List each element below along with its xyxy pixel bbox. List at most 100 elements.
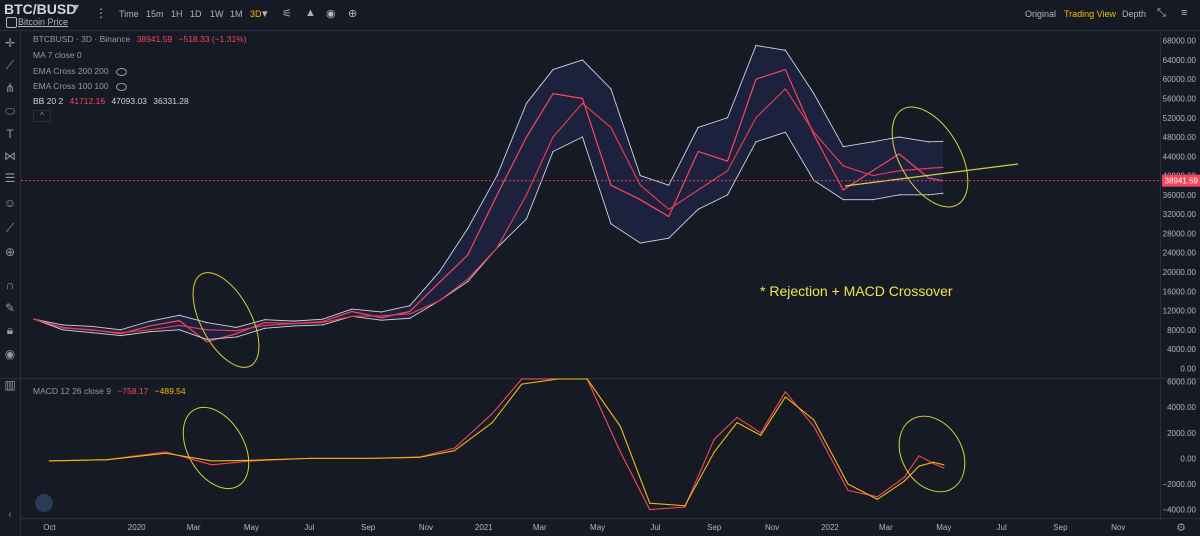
indicator-settings-icon[interactable]: ⚟ bbox=[282, 8, 292, 20]
legend-price: 38941.59 bbox=[136, 34, 173, 44]
time-axis-tick-label: Sep bbox=[707, 523, 722, 532]
price-line-point bbox=[380, 317, 382, 319]
chevron-down-icon[interactable]: ▾ bbox=[262, 8, 268, 20]
macd-line-point bbox=[649, 508, 651, 511]
timeframe-1d[interactable]: 1D bbox=[190, 9, 202, 19]
legend-ma[interactable]: MA 7 close 0 bbox=[33, 50, 86, 60]
highlight-ellipse-2020 bbox=[192, 272, 260, 368]
lock-icon[interactable]: 🔒︎ bbox=[6, 323, 14, 337]
bb-upper-line[interactable] bbox=[34, 45, 943, 331]
more-icon[interactable]: ⋮ bbox=[95, 6, 107, 20]
visibility-eye-icon[interactable] bbox=[115, 67, 127, 76]
camera-icon[interactable]: ◉ bbox=[326, 8, 336, 20]
bb-upper-line-point bbox=[697, 126, 699, 128]
chart-type-icon[interactable]: ▲ bbox=[305, 7, 316, 19]
macd-signal-line[interactable] bbox=[49, 378, 944, 507]
price-axis-tick-label: 12000.00 bbox=[1163, 307, 1197, 316]
macd-signal-line-point bbox=[649, 502, 651, 504]
timeframe-1w[interactable]: 1W bbox=[210, 9, 224, 19]
collapse-toolbar-icon[interactable]: ‹ bbox=[8, 509, 12, 519]
legend-signal-value: −489.54 bbox=[154, 386, 186, 396]
bb-upper-line-point bbox=[927, 141, 930, 143]
bb-basis-line-point bbox=[639, 184, 641, 186]
bb-basis-line-point bbox=[33, 318, 35, 320]
lock-drawing-icon[interactable]: ✎ bbox=[4, 301, 16, 315]
symbol-dropdown-icon[interactable]: ▾ bbox=[74, 2, 80, 13]
timeframe-1m[interactable]: 1M bbox=[230, 9, 243, 19]
emoji-icon[interactable]: ☺ bbox=[3, 196, 17, 210]
price-line-point bbox=[581, 97, 584, 100]
top-bar: BTC/BUSD ▾ Bitcoin Price ⋮ Time 15m 1H 1… bbox=[0, 0, 1200, 31]
price-line-point bbox=[264, 321, 266, 324]
trend-line-icon[interactable]: ⟋ bbox=[5, 58, 15, 72]
add-icon[interactable]: ⊕ bbox=[348, 8, 358, 20]
price-line-point bbox=[119, 333, 122, 335]
bb-lower-line-point bbox=[91, 332, 93, 334]
legend-macd-value: −758.17 bbox=[117, 386, 149, 396]
ruler-icon[interactable]: ⟋ bbox=[5, 221, 15, 235]
price-line[interactable] bbox=[34, 68, 943, 343]
macd-signal-line-point bbox=[619, 425, 621, 427]
settings-icon[interactable]: ≡ bbox=[1181, 7, 1188, 19]
symbol-title[interactable]: BTC/BUSD bbox=[4, 1, 77, 17]
tab-trading-view[interactable]: Trading View bbox=[1064, 9, 1117, 19]
macd-signal-line-point bbox=[453, 450, 456, 452]
bb-upper-line-point bbox=[842, 146, 844, 148]
legend-bb[interactable]: BB 20 2 41712.16 47093.03 36331.28 bbox=[33, 96, 193, 106]
eye-icon[interactable]: ◉ bbox=[4, 347, 16, 361]
trash-icon[interactable]: ▥ bbox=[4, 378, 16, 392]
legend-ema-200[interactable]: EMA Cross 200 200 bbox=[33, 66, 127, 76]
timeframe-time[interactable]: Time bbox=[119, 9, 139, 19]
shape-icon[interactable]: ⬭ bbox=[4, 104, 16, 118]
axis-settings-gear-icon[interactable]: ⚙ bbox=[1176, 522, 1186, 534]
pattern-icon[interactable]: ⋈ bbox=[4, 149, 16, 163]
price-line-point bbox=[927, 177, 930, 179]
bb-basis-line-point bbox=[293, 322, 295, 325]
legend-change: −518.33 (−1.31%) bbox=[178, 34, 247, 44]
macd-axis-tick-label: 2000.00 bbox=[1167, 429, 1196, 438]
fib-icon[interactable]: ☰ bbox=[4, 171, 16, 185]
fullscreen-icon[interactable]: ⤡ bbox=[1157, 7, 1166, 19]
bb-upper-line-point bbox=[351, 308, 353, 310]
text-icon[interactable]: T bbox=[6, 127, 14, 141]
bb-basis-line[interactable] bbox=[34, 88, 943, 334]
tradingview-logo-icon bbox=[35, 494, 53, 512]
pitchfork-icon[interactable]: ⋔ bbox=[4, 81, 16, 95]
bb-lower-line[interactable] bbox=[34, 131, 943, 340]
price-line-point bbox=[942, 180, 944, 182]
bb-basis-line-point bbox=[552, 136, 554, 138]
magnet-icon[interactable]: ∩ bbox=[5, 278, 15, 292]
crosshair-icon[interactable]: ✛ bbox=[4, 36, 16, 50]
macd-signal-line-point bbox=[557, 378, 559, 380]
macd-signal-line-point bbox=[521, 383, 523, 385]
visibility-eye-icon[interactable] bbox=[115, 82, 127, 91]
bb-upper-line-point bbox=[149, 320, 151, 322]
timeframe-3d[interactable]: 3D bbox=[250, 9, 262, 19]
legend-macd[interactable]: MACD 12 26 close 9 −758.17 −489.54 bbox=[33, 386, 190, 396]
timeframe-15m[interactable]: 15m bbox=[146, 9, 164, 19]
bb-basis-line-point bbox=[264, 324, 266, 327]
bb-lower-line-point bbox=[639, 242, 641, 244]
legend-bb-mid: 47093.03 bbox=[111, 96, 147, 106]
bb-upper-line-point bbox=[321, 318, 324, 320]
support-trend-line[interactable] bbox=[844, 163, 1019, 187]
tab-depth[interactable]: Depth bbox=[1122, 9, 1147, 19]
symbol-subtitle-link[interactable]: Bitcoin Price bbox=[18, 17, 69, 27]
price-line-point bbox=[668, 215, 670, 218]
macd-line[interactable] bbox=[49, 378, 944, 511]
bb-basis-line-point bbox=[119, 332, 122, 334]
bb-lower-line-point bbox=[927, 194, 930, 196]
bb-basis-line-point bbox=[62, 326, 64, 328]
timeframe-1h[interactable]: 1H bbox=[171, 9, 183, 19]
macd-line-point bbox=[211, 464, 213, 466]
tab-original[interactable]: Original bbox=[1025, 9, 1057, 19]
macd-line-point bbox=[847, 489, 849, 491]
bb-lower-line-point bbox=[62, 329, 64, 331]
legend-ema-100[interactable]: EMA Cross 100 100 bbox=[33, 81, 127, 91]
macd-axis-tick-label: −2000.00 bbox=[1162, 480, 1196, 489]
collapse-legend-button[interactable]: ^ bbox=[33, 110, 51, 122]
bb-lower-line-point bbox=[552, 150, 554, 153]
bb-upper-line-point bbox=[726, 117, 729, 119]
zoom-in-icon[interactable]: ⊕ bbox=[4, 245, 16, 259]
